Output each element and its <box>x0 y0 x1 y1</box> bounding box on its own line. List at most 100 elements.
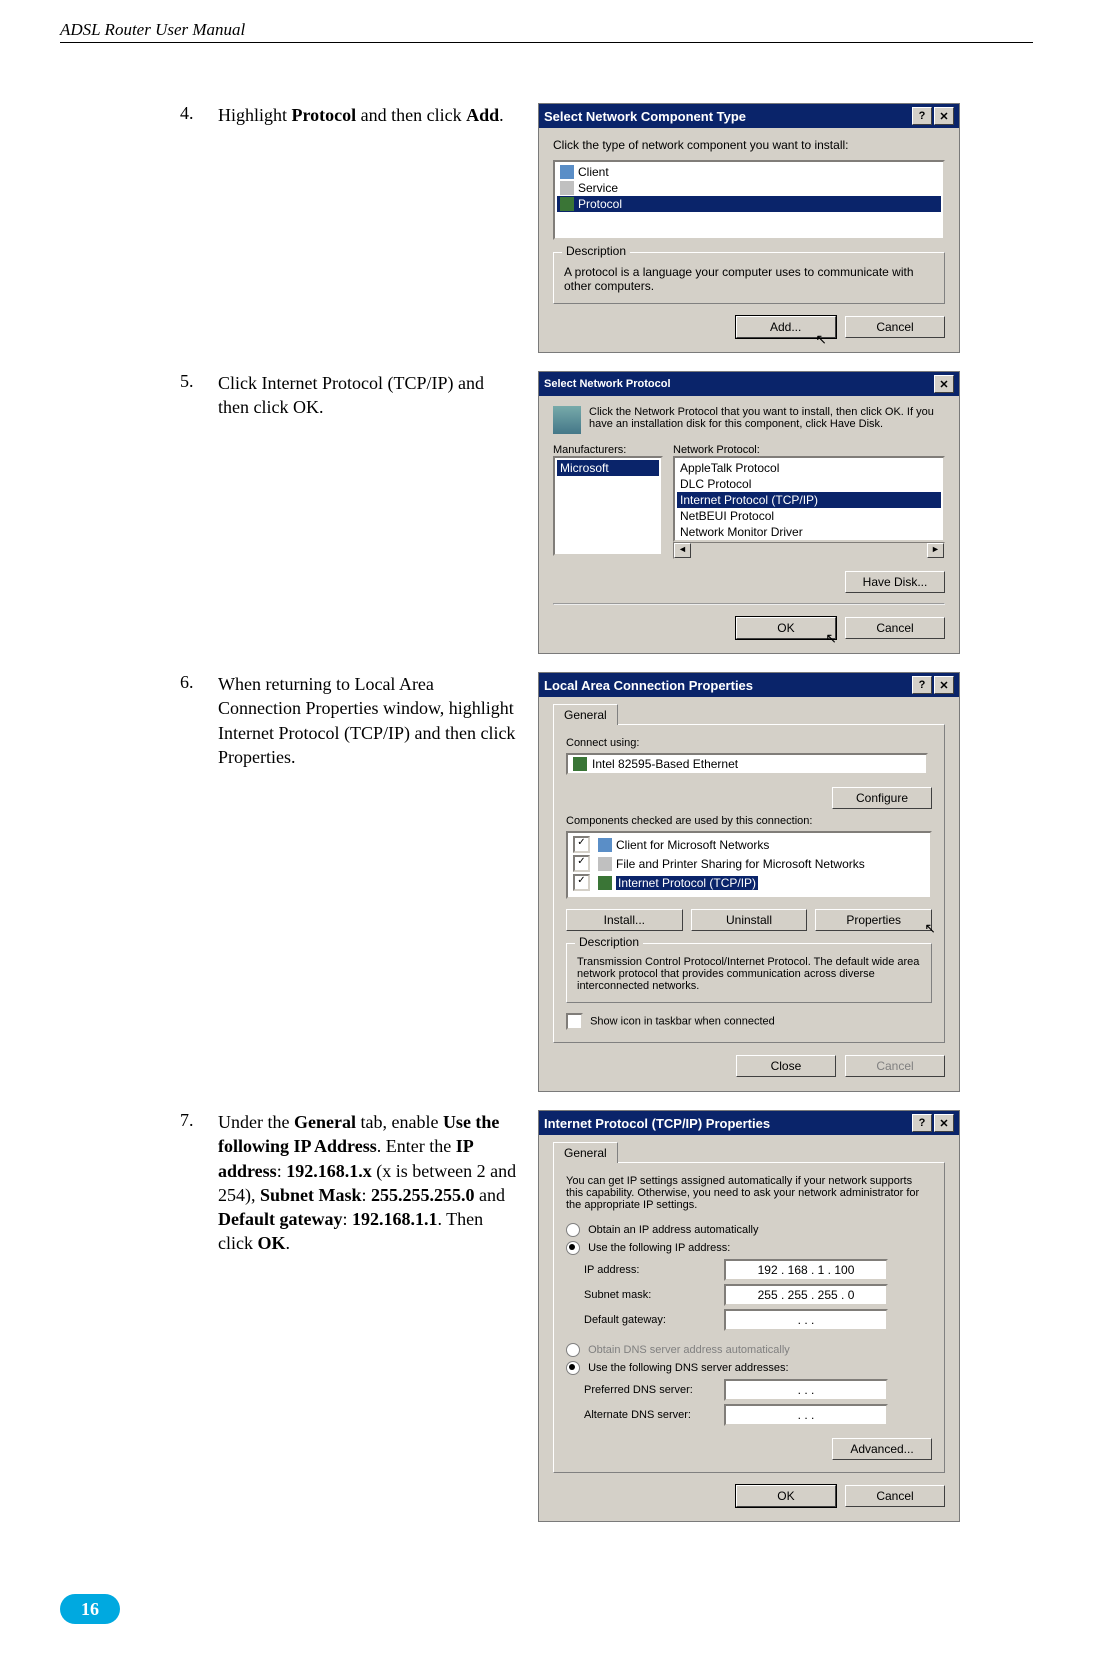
use-dns-label: Use the following DNS server addresses: <box>588 1362 789 1374</box>
ip-address-field[interactable]: 192 . 168 . 1 . 100 <box>724 1259 888 1281</box>
install-button[interactable]: Install... <box>566 909 683 931</box>
configure-button[interactable]: Configure <box>832 787 932 809</box>
advanced-button[interactable]: Advanced... <box>832 1438 932 1460</box>
step-7-text: Under the General tab, enable Use the fo… <box>218 1110 538 1256</box>
checkbox-icon[interactable]: ✓ <box>573 874 590 891</box>
step-6-text: When returning to Local Area Connection … <box>218 672 538 769</box>
protocol-icon <box>598 876 612 890</box>
gateway-field[interactable]: . . . <box>724 1309 888 1331</box>
step-4-num: 4. <box>180 103 218 124</box>
horizontal-scrollbar[interactable]: ◄ ► <box>673 542 945 559</box>
step-7-row: 7. Under the General tab, enable Use the… <box>180 1110 1013 1522</box>
dialog1-prompt: Click the type of network component you … <box>553 138 945 152</box>
network-protocol-label: Network Protocol: <box>673 444 945 456</box>
auto-dns-label: Obtain DNS server address automatically <box>588 1344 790 1356</box>
protocol-icon <box>560 197 574 211</box>
step-6-row: 6. When returning to Local Area Connecti… <box>180 672 1013 1092</box>
manufacturers-list[interactable]: Microsoft <box>553 456 663 556</box>
tab-general[interactable]: General <box>553 704 618 725</box>
list-item-netbeui[interactable]: NetBEUI Protocol <box>677 508 941 524</box>
list-item-file-sharing[interactable]: ✓File and Printer Sharing for Microsoft … <box>570 854 928 873</box>
cancel-button[interactable]: Cancel <box>845 617 945 639</box>
list-item-client-ms[interactable]: ✓Client for Microsoft Networks <box>570 835 928 854</box>
tcpip-properties-dialog: Internet Protocol (TCP/IP) Properties ? … <box>538 1110 960 1522</box>
cancel-button[interactable]: Cancel <box>845 1485 945 1507</box>
add-button[interactable]: Add... <box>736 316 836 338</box>
checkbox-icon[interactable]: ✓ <box>573 836 590 853</box>
subnet-mask-label: Subnet mask: <box>584 1289 724 1301</box>
component-type-list[interactable]: Client Service Protocol <box>553 160 945 240</box>
page-header: ADSL Router User Manual <box>60 20 1033 43</box>
have-disk-button[interactable]: Have Disk... <box>845 571 945 593</box>
gateway-label: Default gateway: <box>584 1314 724 1326</box>
step-5-text: Click Internet Protocol (TCP/IP) and the… <box>218 371 538 420</box>
step-5-row: 5. Click Internet Protocol (TCP/IP) and … <box>180 371 1013 654</box>
radio-auto-ip[interactable] <box>566 1223 580 1237</box>
description-text: Transmission Control Protocol/Internet P… <box>577 956 921 992</box>
help-icon[interactable]: ? <box>912 1114 932 1132</box>
dialog1-title: Select Network Component Type <box>544 109 746 124</box>
step-4-text: Highlight Protocol and then click Add. <box>218 103 538 127</box>
components-label: Components checked are used by this conn… <box>566 815 932 827</box>
list-item-tcpip[interactable]: Internet Protocol (TCP/IP) <box>677 492 941 508</box>
ok-button[interactable]: OK <box>736 617 836 639</box>
radio-use-ip[interactable] <box>566 1241 580 1255</box>
scroll-left-icon[interactable]: ◄ <box>674 543 691 558</box>
client-icon <box>598 838 612 852</box>
step-4-row: 4. Highlight Protocol and then click Add… <box>180 103 1013 353</box>
dialog1-titlebar: Select Network Component Type ? ✕ <box>539 104 959 128</box>
dialog3-titlebar: Local Area Connection Properties ? ✕ <box>539 673 959 697</box>
manufacturers-label: Manufacturers: <box>553 444 663 456</box>
radio-use-dns[interactable] <box>566 1361 580 1375</box>
list-item-client[interactable]: Client <box>557 164 941 180</box>
list-item-protocol[interactable]: Protocol <box>557 196 941 212</box>
help-icon[interactable]: ? <box>912 107 932 125</box>
use-ip-label: Use the following IP address: <box>588 1242 730 1254</box>
subnet-mask-field[interactable]: 255 . 255 . 255 . 0 <box>724 1284 888 1306</box>
pref-dns-field[interactable]: . . . <box>724 1379 888 1401</box>
lan-connection-properties-dialog: Local Area Connection Properties ? ✕ Gen… <box>538 672 960 1092</box>
scroll-right-icon[interactable]: ► <box>927 543 944 558</box>
description-group: Transmission Control Protocol/Internet P… <box>566 943 932 1003</box>
dialog2-title: Select Network Protocol <box>544 378 671 390</box>
cancel-button[interactable]: Cancel <box>845 316 945 338</box>
close-icon[interactable]: ✕ <box>934 1114 954 1132</box>
close-icon[interactable]: ✕ <box>934 676 954 694</box>
dialog4-intro: You can get IP settings assigned automat… <box>566 1175 932 1211</box>
dialog4-title: Internet Protocol (TCP/IP) Properties <box>544 1116 770 1131</box>
help-icon[interactable]: ? <box>912 676 932 694</box>
dialog3-title: Local Area Connection Properties <box>544 678 753 693</box>
radio-auto-dns <box>566 1343 580 1357</box>
select-network-component-dialog: Select Network Component Type ? ✕ Click … <box>538 103 960 353</box>
connect-using-label: Connect using: <box>566 737 932 749</box>
close-icon[interactable]: ✕ <box>934 375 954 393</box>
step-6-num: 6. <box>180 672 218 693</box>
step-7-num: 7. <box>180 1110 218 1131</box>
list-item-appletalk[interactable]: AppleTalk Protocol <box>677 460 941 476</box>
tab-general[interactable]: General <box>553 1142 618 1163</box>
taskbar-checkbox[interactable] <box>566 1013 583 1030</box>
list-item-monitor[interactable]: Network Monitor Driver <box>677 524 941 540</box>
ok-button[interactable]: OK <box>736 1485 836 1507</box>
list-item-tcpip[interactable]: ✓Internet Protocol (TCP/IP) <box>570 873 928 892</box>
uninstall-button[interactable]: Uninstall <box>691 909 808 931</box>
list-item-dlc[interactable]: DLC Protocol <box>677 476 941 492</box>
alt-dns-field[interactable]: . . . <box>724 1404 888 1426</box>
list-item-service[interactable]: Service <box>557 180 941 196</box>
cancel-button: Cancel <box>845 1055 945 1077</box>
client-icon <box>560 165 574 179</box>
checkbox-icon[interactable]: ✓ <box>573 855 590 872</box>
close-icon[interactable]: ✕ <box>934 107 954 125</box>
close-button[interactable]: Close <box>736 1055 836 1077</box>
adapter-field: Intel 82595-Based Ethernet <box>566 753 928 775</box>
page-number-badge: 16 <box>60 1594 120 1624</box>
list-item-microsoft[interactable]: Microsoft <box>557 460 659 476</box>
step-5-num: 5. <box>180 371 218 392</box>
protocol-list[interactable]: AppleTalk Protocol DLC Protocol Internet… <box>673 456 945 542</box>
service-icon <box>560 181 574 195</box>
adapter-icon <box>573 757 587 771</box>
properties-button[interactable]: Properties <box>815 909 932 931</box>
pref-dns-label: Preferred DNS server: <box>584 1384 724 1396</box>
components-list[interactable]: ✓Client for Microsoft Networks ✓File and… <box>566 831 932 899</box>
description-text: A protocol is a language your computer u… <box>564 265 934 293</box>
